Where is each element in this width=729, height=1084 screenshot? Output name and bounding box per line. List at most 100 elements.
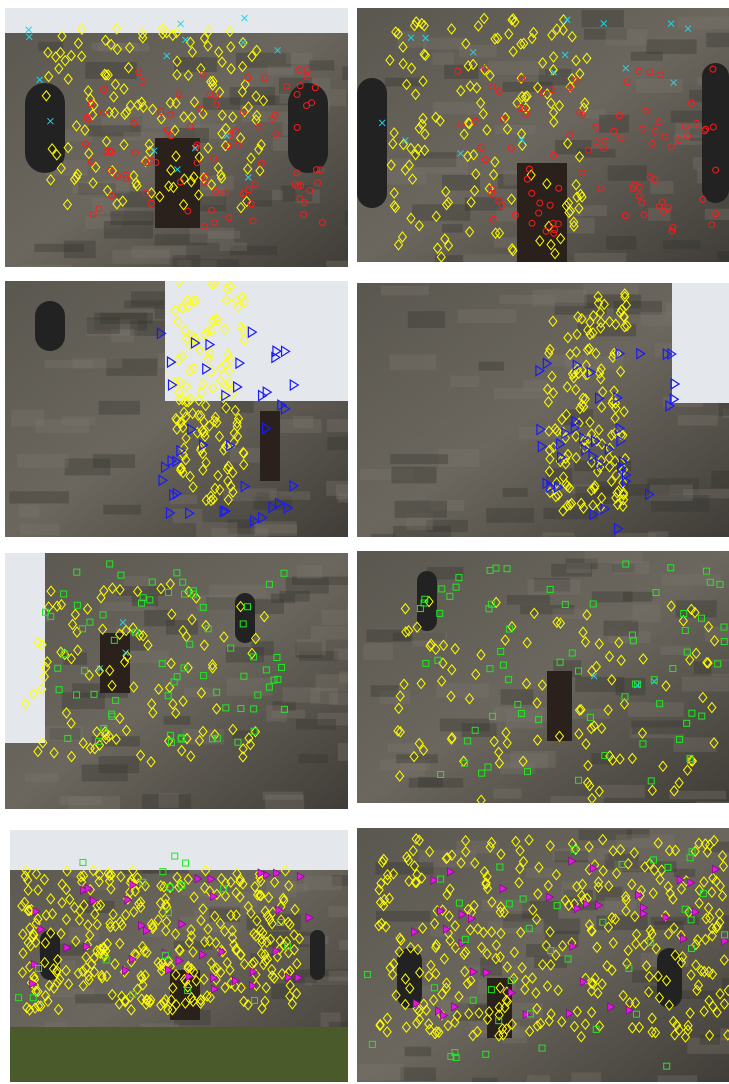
stone-block xyxy=(329,692,348,706)
stone-block xyxy=(406,513,433,531)
feature-circle xyxy=(576,109,584,117)
feature-diamond xyxy=(395,770,405,782)
feature-diamond xyxy=(56,927,66,940)
feature-circle xyxy=(549,219,557,227)
feature-diamond xyxy=(178,302,188,314)
feature-triangle xyxy=(272,946,281,956)
feature-diamond xyxy=(83,919,93,931)
feature-diamond xyxy=(85,93,95,105)
feature-diamond xyxy=(484,182,494,195)
feature-diamond xyxy=(199,639,209,651)
feature-diamond xyxy=(148,706,158,719)
feature-diamond xyxy=(63,141,73,154)
feature-diamond xyxy=(78,979,88,992)
feature-circle xyxy=(163,126,171,134)
feature-diamond xyxy=(693,979,704,992)
feature-square xyxy=(159,868,167,876)
stone-block xyxy=(280,419,322,433)
feature-diamond xyxy=(54,62,64,75)
feature-diamond xyxy=(220,925,230,937)
feature-diamond xyxy=(596,373,606,385)
window xyxy=(657,948,682,1008)
feature-triangle xyxy=(412,998,422,1009)
feature-diamond xyxy=(391,26,401,38)
stone-block xyxy=(227,519,256,535)
stone-block xyxy=(646,39,697,55)
feature-diamond xyxy=(532,697,542,709)
feature-diamond xyxy=(95,947,105,959)
stone-block xyxy=(98,400,140,415)
feature-diamond xyxy=(645,857,655,870)
feature-diamond xyxy=(251,90,261,102)
feature-diamond xyxy=(140,155,151,168)
feature-diamond xyxy=(463,60,473,72)
feature-square xyxy=(177,735,185,743)
feature-diamond xyxy=(67,618,78,631)
feature-diamond xyxy=(39,873,50,886)
feature-diamond xyxy=(185,393,196,406)
feature-diamond xyxy=(607,964,617,976)
feature-diamond xyxy=(155,190,165,203)
feature-diamond xyxy=(581,738,591,750)
feature-diamond xyxy=(240,78,250,91)
feature-diamond xyxy=(199,973,209,986)
feature-diamond xyxy=(33,884,43,896)
feature-diamond xyxy=(561,199,571,212)
feature-diamond xyxy=(376,877,386,890)
feature-diamond xyxy=(18,928,28,941)
feature-cross xyxy=(241,14,248,22)
feature-cross xyxy=(550,68,558,76)
feature-triangle xyxy=(618,455,629,468)
stone-block xyxy=(232,730,258,739)
feature-diamond xyxy=(144,138,154,151)
feature-diamond xyxy=(577,191,587,203)
feature-diamond xyxy=(217,56,227,68)
stone-block xyxy=(91,42,139,51)
feature-square xyxy=(461,759,469,767)
feature-diamond xyxy=(604,460,615,473)
feature-diamond xyxy=(565,348,575,361)
feature-diamond xyxy=(444,910,454,922)
feature-circle xyxy=(683,132,691,140)
feature-diamond xyxy=(179,442,189,455)
feature-diamond xyxy=(223,493,233,506)
stone-block xyxy=(562,708,610,719)
stone-block xyxy=(502,487,528,497)
stone-block xyxy=(144,609,175,627)
stone-block xyxy=(72,181,130,194)
feature-diamond xyxy=(205,347,215,360)
feature-diamond xyxy=(553,489,563,501)
feature-cross xyxy=(622,64,630,72)
feature-diamond xyxy=(187,111,197,124)
feature-diamond xyxy=(411,833,421,845)
stone-block xyxy=(158,793,179,808)
feature-diamond xyxy=(265,913,275,926)
feature-diamond xyxy=(631,938,641,950)
feature-diamond xyxy=(588,309,599,322)
feature-diamond xyxy=(562,381,572,393)
feature-diamond xyxy=(607,397,617,410)
stone-block xyxy=(322,89,347,107)
feature-square xyxy=(438,585,446,593)
feature-triangle xyxy=(63,942,72,953)
feature-triangle xyxy=(594,392,605,405)
feature-square xyxy=(589,600,597,608)
feature-diamond xyxy=(125,99,136,112)
feature-diamond xyxy=(522,90,532,103)
feature-circle xyxy=(646,68,654,76)
feature-diamond xyxy=(717,850,728,862)
feature-circle xyxy=(186,122,194,130)
feature-diamond xyxy=(545,343,555,356)
stone-block xyxy=(180,916,214,930)
feature-diamond xyxy=(238,324,249,337)
stone-block xyxy=(577,323,637,337)
feature-diamond xyxy=(81,951,91,964)
feature-square xyxy=(699,890,707,898)
feature-diamond xyxy=(424,845,435,858)
feature-triangle xyxy=(167,454,178,468)
feature-circle xyxy=(573,77,581,85)
stone-block xyxy=(526,943,549,958)
feature-diamond xyxy=(610,913,620,925)
feature-diamond xyxy=(170,376,180,389)
feature-triangle xyxy=(645,488,655,501)
